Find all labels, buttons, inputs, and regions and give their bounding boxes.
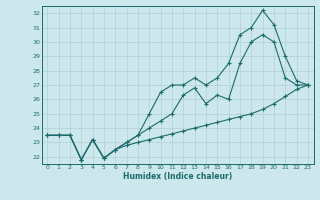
X-axis label: Humidex (Indice chaleur): Humidex (Indice chaleur) [123,172,232,181]
